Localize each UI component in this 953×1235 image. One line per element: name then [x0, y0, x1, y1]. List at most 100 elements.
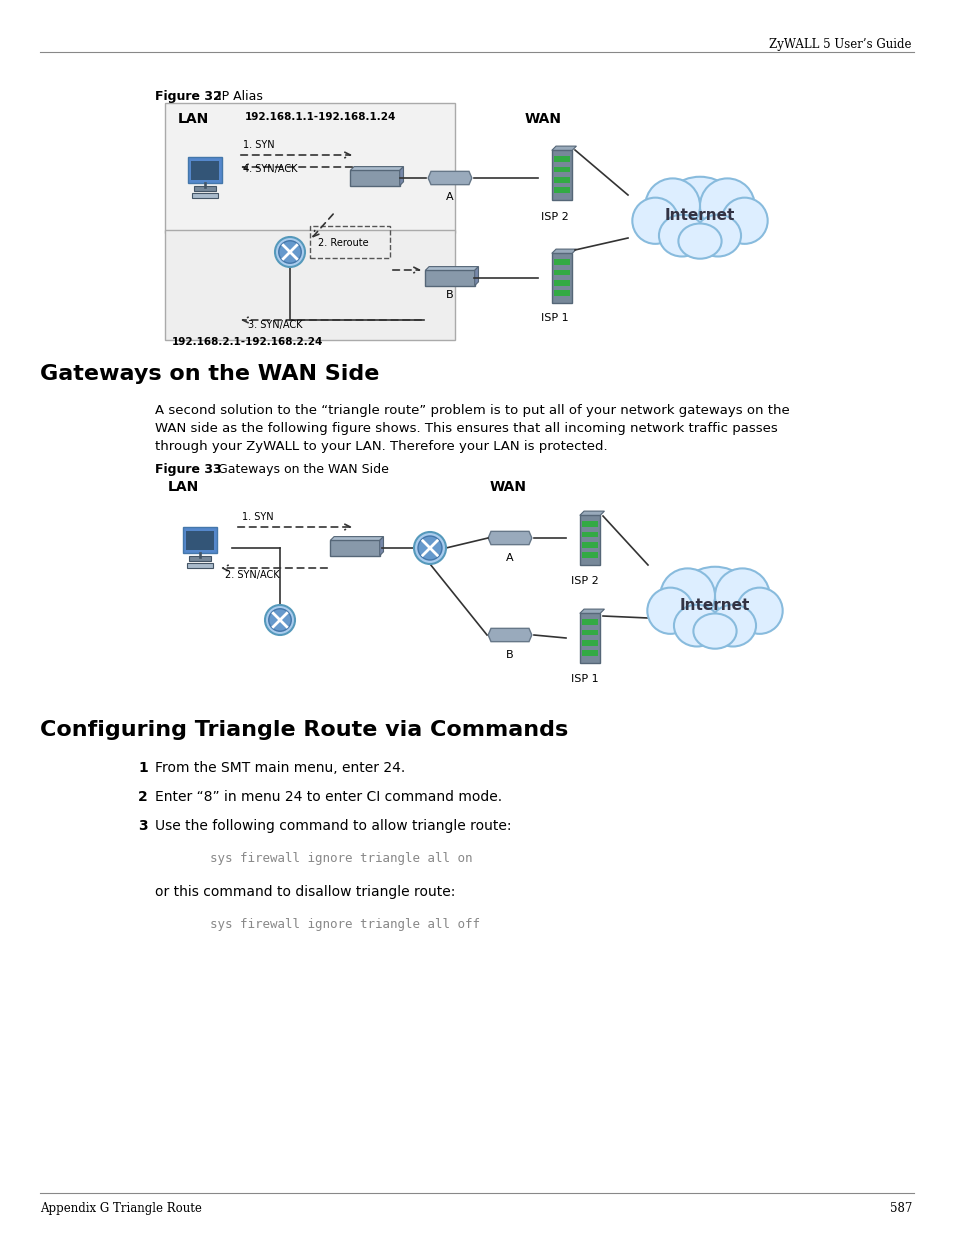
- Text: ZyWALL 5 User’s Guide: ZyWALL 5 User’s Guide: [769, 38, 911, 51]
- FancyBboxPatch shape: [581, 542, 597, 547]
- Text: 587: 587: [889, 1202, 911, 1215]
- Text: 2: 2: [138, 790, 148, 804]
- Polygon shape: [330, 541, 379, 556]
- Text: B: B: [506, 650, 514, 659]
- Polygon shape: [399, 167, 403, 185]
- Text: 2. SYN/ACK: 2. SYN/ACK: [225, 571, 279, 580]
- Text: Internet: Internet: [679, 598, 749, 613]
- Text: Figure 33: Figure 33: [154, 463, 221, 475]
- Polygon shape: [425, 270, 475, 285]
- Text: WAN: WAN: [524, 112, 561, 126]
- Text: 1: 1: [138, 761, 148, 776]
- Ellipse shape: [675, 567, 754, 638]
- FancyBboxPatch shape: [554, 279, 569, 285]
- FancyBboxPatch shape: [579, 614, 599, 663]
- Ellipse shape: [720, 198, 767, 243]
- Ellipse shape: [659, 177, 739, 248]
- Ellipse shape: [678, 224, 720, 258]
- Text: WAN: WAN: [490, 480, 526, 494]
- Circle shape: [274, 237, 305, 267]
- Text: ISP 1: ISP 1: [540, 312, 568, 324]
- Polygon shape: [488, 629, 531, 642]
- FancyBboxPatch shape: [189, 556, 212, 561]
- Text: sys firewall ignore triangle all off: sys firewall ignore triangle all off: [210, 918, 479, 931]
- Text: Internet: Internet: [664, 207, 735, 222]
- FancyBboxPatch shape: [554, 167, 569, 173]
- FancyBboxPatch shape: [183, 526, 217, 553]
- Ellipse shape: [632, 198, 678, 243]
- Text: Figure 32: Figure 32: [154, 90, 221, 103]
- FancyBboxPatch shape: [193, 186, 216, 190]
- FancyBboxPatch shape: [581, 552, 597, 558]
- Text: Use the following command to allow triangle route:: Use the following command to allow trian…: [154, 819, 511, 832]
- Polygon shape: [579, 511, 604, 515]
- FancyBboxPatch shape: [554, 269, 569, 275]
- Polygon shape: [551, 249, 576, 253]
- Ellipse shape: [693, 614, 736, 648]
- FancyBboxPatch shape: [165, 103, 455, 233]
- FancyBboxPatch shape: [554, 157, 569, 162]
- Ellipse shape: [714, 568, 769, 624]
- Polygon shape: [330, 536, 383, 541]
- Text: sys firewall ignore triangle all on: sys firewall ignore triangle all on: [210, 852, 472, 864]
- FancyBboxPatch shape: [191, 162, 219, 180]
- Ellipse shape: [673, 605, 720, 646]
- FancyBboxPatch shape: [186, 531, 214, 551]
- Circle shape: [269, 609, 291, 631]
- Text: Gateways on the WAN Side: Gateways on the WAN Side: [40, 364, 379, 384]
- FancyBboxPatch shape: [581, 650, 597, 656]
- Text: or this command to disallow triangle route:: or this command to disallow triangle rou…: [154, 885, 455, 899]
- Text: B: B: [446, 290, 454, 300]
- FancyBboxPatch shape: [581, 619, 597, 625]
- FancyBboxPatch shape: [192, 193, 218, 199]
- Text: through your ZyWALL to your LAN. Therefore your LAN is protected.: through your ZyWALL to your LAN. Therefo…: [154, 440, 607, 453]
- Text: 1. SYN: 1. SYN: [242, 513, 274, 522]
- Circle shape: [265, 605, 294, 635]
- Ellipse shape: [659, 215, 704, 257]
- Text: ISP 2: ISP 2: [540, 212, 568, 222]
- Text: IP Alias: IP Alias: [218, 90, 263, 103]
- Polygon shape: [488, 531, 531, 545]
- Polygon shape: [425, 267, 478, 270]
- Polygon shape: [428, 172, 472, 185]
- FancyBboxPatch shape: [188, 157, 222, 183]
- Polygon shape: [579, 609, 604, 614]
- FancyBboxPatch shape: [551, 253, 572, 303]
- FancyBboxPatch shape: [551, 151, 572, 200]
- Polygon shape: [350, 170, 399, 185]
- Text: 192.168.1.1-192.168.1.24: 192.168.1.1-192.168.1.24: [245, 112, 395, 122]
- Ellipse shape: [694, 215, 740, 257]
- Text: WAN side as the following figure shows. This ensures that all incoming network t: WAN side as the following figure shows. …: [154, 422, 777, 435]
- Text: LAN: LAN: [178, 112, 209, 126]
- FancyBboxPatch shape: [581, 630, 597, 636]
- FancyBboxPatch shape: [579, 515, 599, 564]
- Text: Configuring Triangle Route via Commands: Configuring Triangle Route via Commands: [40, 720, 568, 740]
- Text: 1. SYN: 1. SYN: [243, 140, 274, 149]
- FancyBboxPatch shape: [581, 531, 597, 537]
- Polygon shape: [551, 146, 576, 151]
- Ellipse shape: [736, 588, 781, 634]
- Circle shape: [414, 532, 446, 564]
- Ellipse shape: [647, 588, 693, 634]
- Polygon shape: [379, 536, 383, 556]
- FancyBboxPatch shape: [581, 640, 597, 646]
- FancyBboxPatch shape: [581, 521, 597, 527]
- FancyBboxPatch shape: [554, 186, 569, 193]
- Text: Enter “8” in menu 24 to enter CI command mode.: Enter “8” in menu 24 to enter CI command…: [154, 790, 501, 804]
- FancyBboxPatch shape: [165, 230, 455, 340]
- Circle shape: [417, 536, 441, 559]
- Text: A: A: [506, 553, 514, 563]
- Ellipse shape: [644, 178, 700, 233]
- Text: 2. Reroute: 2. Reroute: [317, 238, 368, 248]
- Circle shape: [278, 241, 301, 263]
- Polygon shape: [350, 167, 403, 170]
- FancyBboxPatch shape: [554, 259, 569, 266]
- Text: ISP 1: ISP 1: [571, 674, 598, 684]
- Text: Gateways on the WAN Side: Gateways on the WAN Side: [218, 463, 389, 475]
- Text: From the SMT main menu, enter 24.: From the SMT main menu, enter 24.: [154, 761, 405, 776]
- Text: A: A: [446, 191, 454, 203]
- Text: 4. SYN/ACK: 4. SYN/ACK: [243, 164, 297, 174]
- FancyBboxPatch shape: [187, 563, 213, 568]
- Text: A second solution to the “triangle route” problem is to put all of your network : A second solution to the “triangle route…: [154, 404, 789, 417]
- FancyBboxPatch shape: [554, 290, 569, 296]
